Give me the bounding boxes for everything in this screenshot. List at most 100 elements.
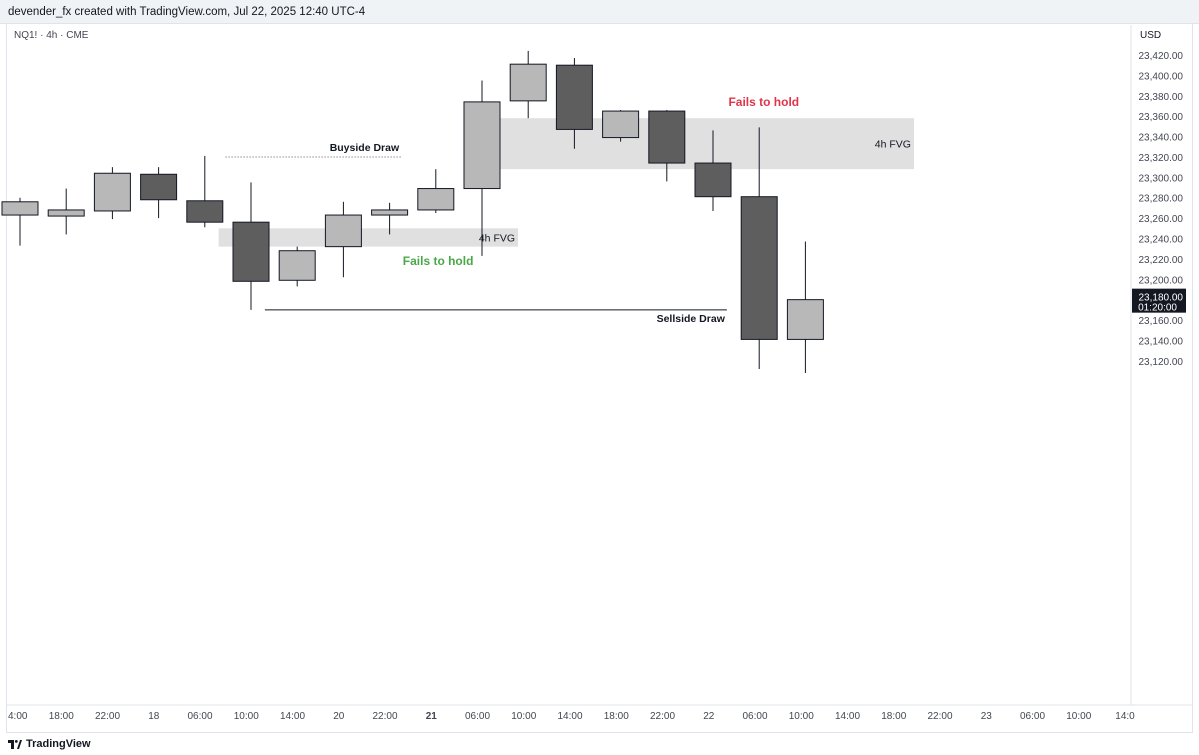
- candle-13: [555, 58, 593, 149]
- candlestick-chart[interactable]: 4h FVG 4h FVG Buyside Draw Sellside Draw F…: [0, 0, 1199, 733]
- candle-15: [648, 110, 686, 182]
- candle-18: [786, 241, 824, 374]
- symbol-label[interactable]: NQ1! · 4h · CME: [14, 30, 89, 41]
- time-tick-label: 06:00: [465, 711, 490, 722]
- chart-credit-bar: devender_fx created with TradingView.com…: [0, 0, 1199, 24]
- time-tick-label: 10:00: [234, 711, 259, 722]
- candle-14: [602, 110, 640, 142]
- candle-4: [140, 167, 178, 219]
- candle-12: [509, 50, 547, 119]
- price-tick-label: 23,160.00: [1139, 316, 1184, 327]
- price-tick-label: 23,420.00: [1139, 51, 1184, 62]
- last-price-box: [1132, 288, 1186, 313]
- time-tick-label: 22:00: [95, 711, 120, 722]
- price-tick-label: 23,260.00: [1139, 214, 1184, 225]
- time-axis[interactable]: 4:00 18:00 22:00 18 06:00 10:00 14:00 20 22:00 21…: [8, 711, 1135, 722]
- time-tick-label: 23: [981, 711, 993, 722]
- candle-7: [278, 246, 316, 287]
- time-tick-label: 14:00: [835, 711, 860, 722]
- candle-body: [648, 110, 686, 164]
- candle-body: [509, 63, 547, 102]
- candle-8: [324, 201, 362, 278]
- candle-body: [555, 64, 593, 130]
- annotation-fails-to-hold-1: Fails to hold: [728, 95, 799, 109]
- level-label-1: Buyside Draw: [330, 142, 400, 154]
- price-tick-label: 23,240.00: [1139, 234, 1184, 245]
- candle-body: [463, 101, 501, 190]
- time-tick-label: 06:00: [742, 711, 767, 722]
- annotation-fails-to-hold-2: Fails to hold: [403, 254, 474, 268]
- time-tick-label: 14:0: [1115, 711, 1135, 722]
- candle-17: [740, 127, 778, 369]
- candle-3: [93, 167, 131, 220]
- candle-body: [278, 250, 316, 281]
- candle-body: [1, 201, 39, 216]
- time-tick-label: 21: [426, 711, 438, 722]
- price-tick-label: 23,380.00: [1139, 92, 1184, 103]
- candle-9: [371, 202, 409, 235]
- candle-body: [694, 162, 732, 198]
- chart-frame: [6, 24, 1193, 733]
- price-tick-label: 23,120.00: [1139, 357, 1184, 368]
- candle-16: [694, 130, 732, 211]
- time-tick-label: 22:00: [927, 711, 952, 722]
- time-tick-label: 10:00: [511, 711, 536, 722]
- time-tick-label: 22: [703, 711, 715, 722]
- time-tick-label: 18:00: [881, 711, 906, 722]
- candle-body: [186, 200, 224, 223]
- candle-body: [740, 196, 778, 340]
- time-tick-label: 22:00: [650, 711, 675, 722]
- time-tick-label: 06:00: [1020, 711, 1045, 722]
- candle-body: [602, 110, 640, 139]
- price-tick-label: 23,220.00: [1139, 255, 1184, 266]
- candle-5: [186, 155, 224, 228]
- time-tick-label: 18:00: [49, 711, 74, 722]
- time-tick-label: 18:00: [604, 711, 629, 722]
- fvg-label-1: 4h FVG: [875, 139, 911, 151]
- fvg-label-2: 4h FVG: [479, 232, 515, 244]
- price-tick-label: 23,140.00: [1139, 336, 1184, 347]
- candle-body: [417, 188, 455, 211]
- time-tick-label: 14:00: [280, 711, 305, 722]
- fvg-zone-2: [218, 228, 519, 247]
- price-tick-label: 23,400.00: [1139, 71, 1184, 82]
- draw-levels: Buyside Draw Sellside Draw: [225, 142, 727, 325]
- candle-body: [786, 299, 824, 340]
- candle-body: [232, 221, 270, 282]
- price-tick-label: 23,360.00: [1139, 112, 1184, 123]
- candle-6: [232, 182, 270, 310]
- fvg-zone-1: [476, 118, 914, 170]
- candle-body: [93, 172, 131, 212]
- time-tick-label: 4:00: [8, 711, 28, 722]
- candles: [1, 50, 824, 374]
- tradingview-logo-icon: [8, 740, 22, 749]
- chart-credit: devender_fx created with TradingView.com…: [8, 6, 366, 18]
- currency-label[interactable]: USD: [1140, 30, 1162, 41]
- time-tick-label: 10:00: [1066, 711, 1091, 722]
- last-price-value: 23,180.00: [1139, 293, 1184, 304]
- last-price-countdown: 01:20:00: [1138, 303, 1177, 314]
- price-tick-label: 23,300.00: [1139, 173, 1184, 184]
- price-tick-label: 23,320.00: [1139, 153, 1184, 164]
- candle-2: [47, 188, 85, 235]
- candle-10: [417, 169, 455, 214]
- footer: TradingView: [0, 733, 1199, 755]
- level-label-2: Sellside Draw: [657, 313, 726, 325]
- price-tick-label: 23,280.00: [1139, 194, 1184, 205]
- candle-body: [47, 209, 85, 217]
- time-tick-label: 06:00: [187, 711, 212, 722]
- price-tick-label: 23,340.00: [1139, 133, 1184, 144]
- candle-1: [1, 197, 39, 246]
- tradingview-brand: TradingView: [26, 738, 91, 750]
- time-tick-label: 10:00: [789, 711, 814, 722]
- annotations: Fails to hold Fails to hold: [403, 95, 799, 268]
- fvg-zones: 4h FVG 4h FVG: [218, 118, 914, 247]
- time-tick-label: 18: [148, 711, 160, 722]
- time-tick-label: 22:00: [372, 711, 397, 722]
- time-tick-label: 20: [333, 711, 345, 722]
- candle-body: [324, 214, 362, 248]
- candle-body: [371, 209, 409, 216]
- candle-11: [463, 80, 501, 256]
- price-axis[interactable]: 23,120.00 23,140.00 23,160.00 23,180.00 23,2…: [1139, 51, 1184, 368]
